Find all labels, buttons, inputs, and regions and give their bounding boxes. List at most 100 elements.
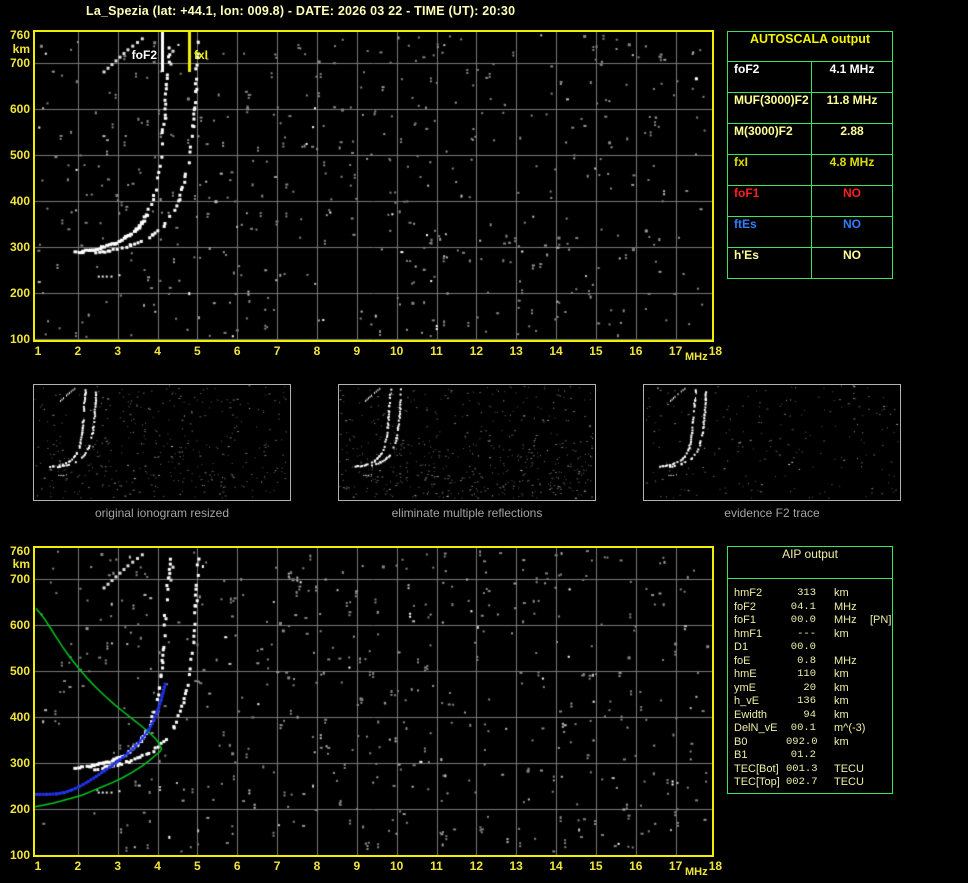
y-axis-unit-top: km [12,42,30,56]
aip-val: 110 [797,668,816,680]
autoscala-label: ftEs [728,217,812,247]
page-title: La_Spezia (lat: +44.1, lon: 009.8) - DAT… [86,4,516,18]
aip-val: 00.0 [790,641,816,653]
aip-extra: [PN] [870,614,892,626]
autoscala-value: NO [843,248,861,262]
x-axis-unit-top: MHz [685,351,708,363]
aip-unit: m^(-3) [834,722,866,734]
aip-row-D1: D1 00.0 [734,641,892,655]
thumbnail-f2-trace [643,384,901,501]
autoscala-label: M(3000)F2 [728,124,812,154]
x-tick-13: 13 [509,859,523,873]
autoscala-label: foF1 [728,186,812,216]
aip-lbl: foF2 [734,600,757,613]
x-tick-18: 18 [708,859,723,873]
aip-row-DelN_vE: DelN_vE 00.1 m^(-3) [734,722,892,736]
aip-lbl: TEC[Bot] [734,762,779,775]
y-tick-500: 500 [9,663,30,678]
x-tick-5: 5 [194,344,201,358]
aip-lbl: h_vE [734,695,760,707]
aip-lbl: Ewidth [734,708,768,721]
aip-row-TEC[Top]: TEC[Top] 002.7 TECU [734,776,892,790]
aip-row-B1: B1 01.2 [734,749,892,763]
aip-lbl: foE [734,654,751,667]
x-tick-17: 17 [668,344,683,358]
y-tick-600: 600 [9,101,30,116]
x-tick-5: 5 [194,859,201,873]
aip-row-TEC[Bot]: TEC[Bot] 001.3 TECU [734,763,892,777]
autoscala-value: NO [843,186,861,200]
aip-unit: TECU [834,762,864,775]
x-tick-7: 7 [273,859,281,873]
aip-val: 092.0 [786,735,818,748]
x-tick-6: 6 [233,859,241,873]
aip-unit: km [834,627,849,640]
aip-row-Ewidth: Ewidth 94 km [734,709,892,723]
aip-lbl: DelN_vE [734,722,778,734]
fxi-marker-label: fxI [194,48,209,62]
x-tick-9: 9 [353,344,361,358]
x-tick-1: 1 [34,344,42,358]
x-tick-3: 3 [114,344,122,358]
autoscala-output-table: AUTOSCALA output foF2 4.1 MHz MUF(3000)F2 1… [727,31,893,279]
aip-unit: MHz [834,654,857,667]
x-tick-16: 16 [629,344,643,358]
autoscala-row-foF2: foF2 4.1 MHz [728,62,892,93]
autoscala-row-foF1: foF1 NO [728,186,892,217]
autoscala-label: fxI [728,155,812,185]
autoscala-value: 11.8 MHz [826,93,878,107]
fof2-marker-label: foF2 [131,48,157,62]
autoscala-value: 4.8 MHz [829,155,875,169]
x-tick-18: 18 [708,344,723,358]
x-tick-2: 2 [74,859,82,873]
aip-val: 04.1 [790,600,816,613]
aip-row-foF1: foF1 00.0 MHz [PN] [734,614,892,628]
ionogram-bottom-canvas [35,548,712,855]
aip-table-header: AIP output [728,547,892,579]
aip-row-hmF2: hmF2 313 km [734,587,892,601]
x-tick-7: 7 [273,344,281,358]
aip-unit: km [834,587,849,599]
aip-row-h_vE: h_vE 136 km [734,695,892,709]
y-tick-700: 700 [9,55,30,70]
x-tick-14: 14 [549,859,563,873]
y-tick-200: 200 [9,285,30,300]
ionogram-top-canvas [35,32,712,340]
x-tick-9: 9 [353,859,361,873]
thumbnail-caption-original: original ionogram resized [94,506,230,520]
aip-lbl: ymE [734,681,756,694]
aip-unit: km [834,735,849,748]
y-tick-100: 100 [9,847,30,862]
x-tick-6: 6 [233,344,241,358]
autoscala-label: h'Es [728,248,812,278]
aip-unit: km [834,681,849,694]
autoscala-label: MUF(3000)F2 [728,93,812,123]
aip-row-hmF1: hmF1 --- km [734,628,892,642]
thumbnail-caption-f2trace: evidence F2 trace [724,506,820,520]
aip-unit: km [834,695,849,707]
autoscala-value: 2.88 [840,124,864,138]
x-tick-12: 12 [469,859,484,873]
x-tick-17: 17 [668,859,683,873]
y-tick-400: 400 [9,193,30,208]
aip-val: 313 [797,587,816,599]
aip-unit [834,641,868,655]
aip-table-rows: hmF2 313 km foF2 04.1 MHz foF1 00.0 MHz [PN] hmF1 -… [728,579,892,790]
y-tick-200: 200 [9,801,30,816]
ionogram-top-plot [33,30,714,342]
autoscala-table-rows: foF2 4.1 MHz MUF(3000)F2 11.8 MHz M(3000)F2 2… [728,62,892,278]
x-tick-2: 2 [74,344,82,358]
x-tick-12: 12 [469,344,484,358]
autoscala-value: 4.1 MHz [829,62,875,76]
autoscala-row-MUF(3000)F2: MUF(3000)F2 11.8 MHz [728,93,892,124]
autoscala-row-h'Es: h'Es NO [728,248,892,278]
x-tick-10: 10 [389,344,404,358]
aip-unit: MHz [834,600,857,613]
aip-val: 00.0 [790,614,816,626]
aip-val: --- [797,627,816,640]
x-tick-1: 1 [34,859,42,873]
aip-lbl: hmF2 [734,587,763,599]
aip-output-table: AIP output hmF2 313 km foF2 04.1 MHz foF1 00.0 M… [727,546,893,794]
x-tick-11: 11 [430,859,443,873]
x-tick-4: 4 [154,859,161,873]
